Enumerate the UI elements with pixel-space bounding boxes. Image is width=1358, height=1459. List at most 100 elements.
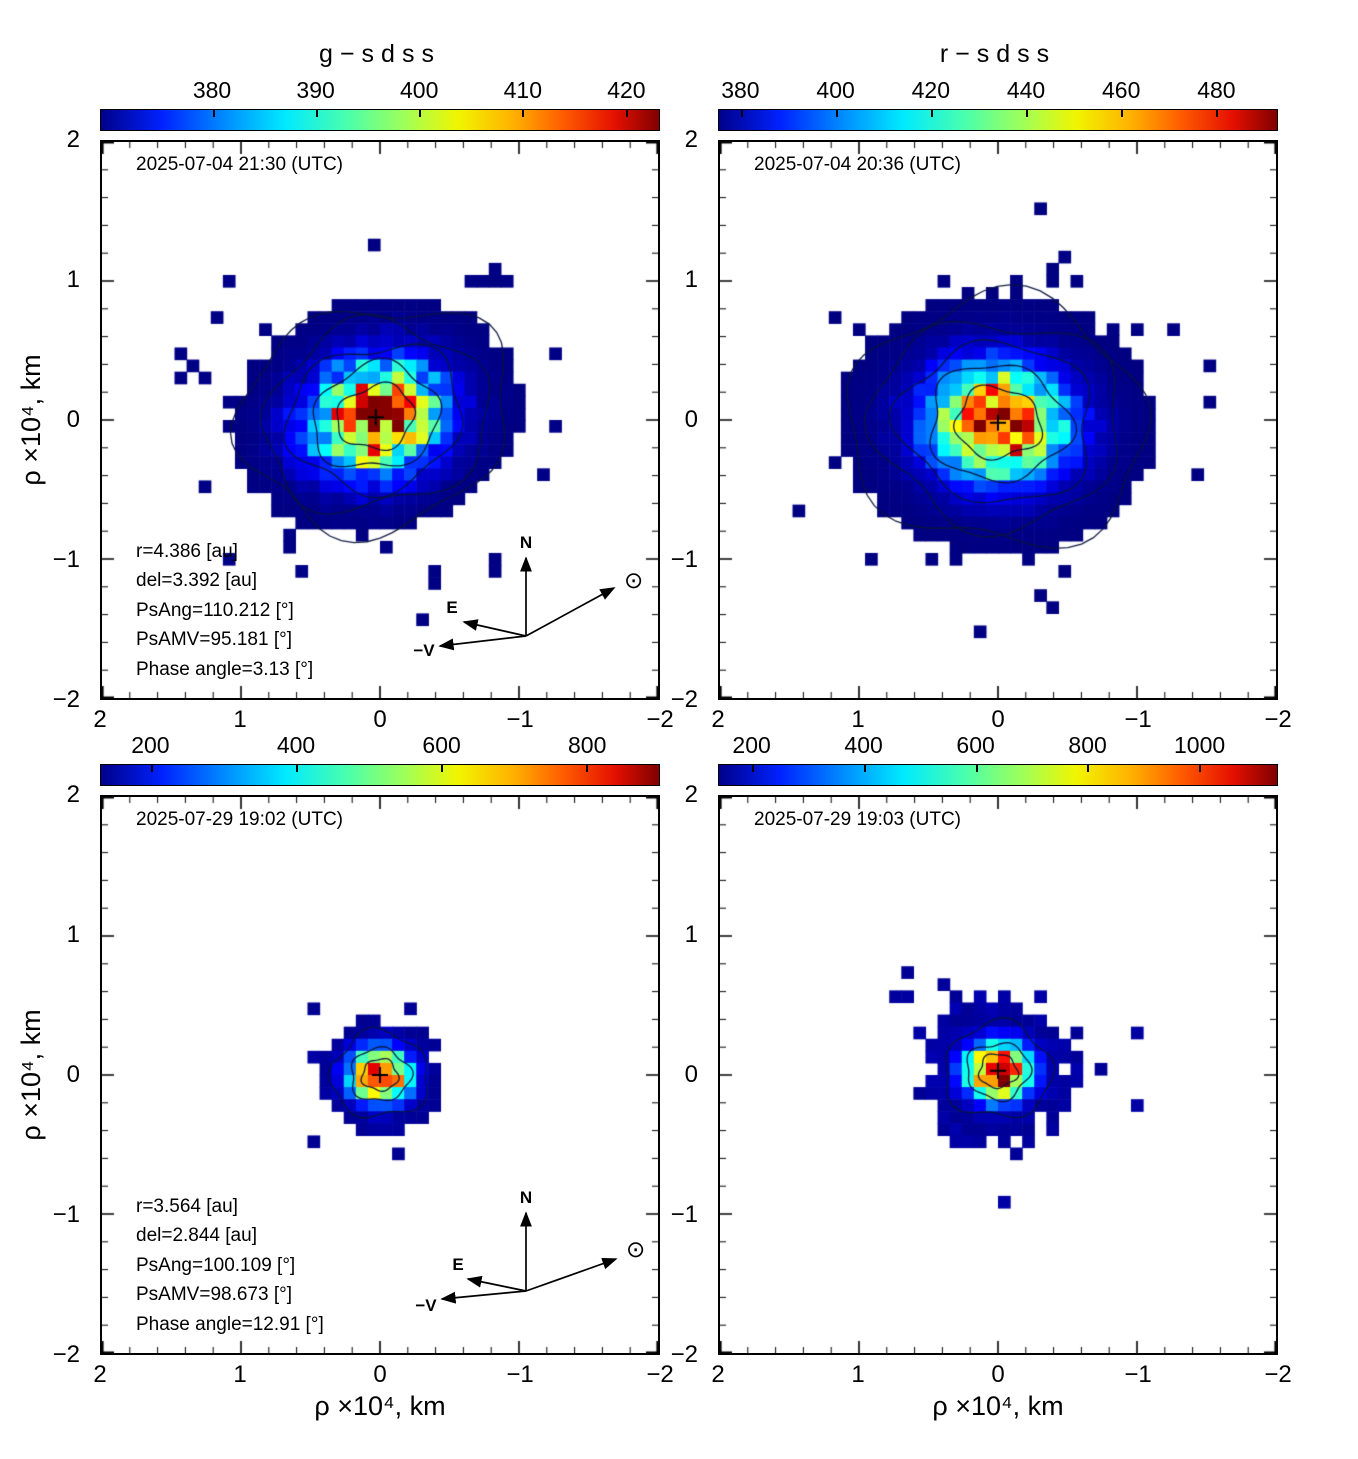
- neg-velocity-label: −V: [415, 1296, 437, 1315]
- colorbar-tick-mark: [586, 765, 589, 772]
- north-label: N: [520, 533, 532, 552]
- colorbar-tick-mark: [836, 110, 839, 117]
- info-line: Phase angle=3.13 [°]: [136, 658, 314, 680]
- colorbar-tick-label: 400: [400, 77, 439, 103]
- y-tick-label: 1: [66, 921, 80, 948]
- observation-date: 2025-07-29 19:03 (UTC): [754, 809, 961, 830]
- x-tick-label: −1: [506, 1361, 534, 1388]
- orientation-compass: N ⊙ E −V: [415, 1188, 645, 1315]
- neg-velocity-arrow: [440, 1290, 527, 1304]
- colorbar-tick-mark: [296, 765, 299, 772]
- heatmap-canvas: [720, 797, 1276, 1353]
- y-tick-label: −2: [52, 686, 80, 713]
- colorbar-gradient: [100, 109, 660, 131]
- east-label: E: [446, 598, 457, 617]
- x-tick-label: 1: [233, 706, 247, 733]
- colorbar-tick-label: 600: [956, 732, 995, 758]
- orientation-compass: N ⊙ E −V: [413, 533, 643, 660]
- colorbar-tick-label: 410: [503, 77, 542, 103]
- heatmap-canvas: [720, 142, 1276, 698]
- x-tick-label: 0: [373, 706, 387, 733]
- x-tick-label: −1: [506, 706, 534, 733]
- x-tick-label: 2: [711, 1361, 725, 1388]
- colorbar-tick-label: 600: [422, 732, 461, 758]
- x-tick-label: −1: [1124, 1361, 1152, 1388]
- y-tick-label: 1: [684, 266, 698, 293]
- x-tick-label: −2: [1264, 706, 1292, 733]
- observation-date: 2025-07-29 19:02 (UTC): [136, 809, 343, 830]
- neg-velocity-arrow: [438, 635, 527, 651]
- colorbar-tick-label: 800: [1068, 732, 1107, 758]
- panel-r-sdss-july29: 200 400 600 800 1000 2025-07-29 19:03 (UTC) …: [671, 732, 1292, 1421]
- y-tick-label: 0: [66, 1061, 80, 1088]
- x-tick-labels: 2 1 0 −1 −2: [93, 1361, 673, 1389]
- info-line: PsAng=100.109 [°]: [136, 1254, 296, 1276]
- y-tick-label: 0: [684, 406, 698, 433]
- info-line: del=2.844 [au]: [136, 1225, 257, 1247]
- colorbar-tick-label: 420: [607, 77, 646, 103]
- y-tick-label: −2: [52, 1341, 80, 1368]
- y-tick-label: 0: [66, 406, 80, 433]
- sun-icon: ⊙: [624, 567, 643, 593]
- colorbar-tick-labels: 200 400 600 800 1000: [718, 732, 1278, 760]
- colorbar-tick-mark: [1215, 110, 1218, 117]
- x-tick-label: 0: [991, 1361, 1005, 1388]
- colorbar-tick-labels: 200 400 600 800: [100, 732, 660, 760]
- colorbar-tick-mark: [1120, 110, 1123, 117]
- x-tick-label: 2: [93, 1361, 107, 1388]
- info-line: r=4.386 [au]: [136, 540, 238, 562]
- info-line: del=3.392 [au]: [136, 570, 257, 592]
- y-tick-label: −2: [670, 1341, 698, 1368]
- colorbar-tick-mark: [315, 110, 318, 117]
- y-tick-label: 2: [66, 126, 80, 153]
- x-tick-labels: 2 1 0 −1 −2: [711, 706, 1291, 734]
- colorbar-tick-mark: [752, 765, 755, 772]
- colorbar-tick-mark: [625, 110, 628, 117]
- colorbar-gradient: [718, 764, 1278, 786]
- plot-area: [718, 795, 1278, 1355]
- y-tick-label: −1: [52, 1201, 80, 1228]
- sun-arrow: [525, 587, 616, 637]
- heatmap-canvas: [102, 797, 658, 1353]
- colorbar-tick-mark: [522, 110, 525, 117]
- x-tick-label: 1: [233, 1361, 247, 1388]
- y-tick-label: −2: [670, 686, 698, 713]
- plot-area: [718, 140, 1278, 700]
- colorbar-tick-label: 400: [276, 732, 316, 758]
- colorbar-tick-mark: [212, 110, 215, 117]
- x-tick-label: 2: [711, 706, 725, 733]
- y-tick-label: 2: [66, 781, 80, 808]
- sun-icon: ⊙: [626, 1236, 645, 1262]
- info-line: PsAMV=95.181 [°]: [136, 629, 292, 651]
- plot-area: [100, 140, 660, 700]
- geometry-info: r=4.386 [au] del=3.392 [au] PsAng=110.21…: [136, 537, 313, 684]
- colorbar-tick-labels: 380 400 420 440 460 480: [718, 77, 1278, 105]
- colorbar-tick-label: 1000: [1174, 732, 1226, 758]
- y-tick-label: 1: [66, 266, 80, 293]
- colorbar-tick-mark: [1198, 765, 1201, 772]
- x-tick-label: −2: [1264, 1361, 1292, 1388]
- y-tick-labels: 2 1 0 −1 −2: [654, 126, 708, 713]
- colorbar-tick-mark: [864, 765, 867, 772]
- y-tick-label: 2: [684, 126, 698, 153]
- neg-velocity-label: −V: [413, 641, 435, 660]
- plot-area: [100, 795, 660, 1355]
- colorbar-tick-label: 440: [1006, 77, 1046, 103]
- colorbar-tick-label: 400: [844, 732, 883, 758]
- heatmap-canvas: [102, 142, 658, 698]
- y-tick-labels: 2 1 0 −1 −2: [36, 126, 90, 713]
- colorbar-tick-mark: [419, 110, 422, 117]
- colorbar-tick-labels: 380 390 400 410 420: [100, 77, 660, 105]
- y-tick-labels: 2 1 0 −1 −2: [654, 781, 708, 1368]
- x-tick-label: 2: [93, 706, 107, 733]
- y-tick-label: −1: [670, 546, 698, 573]
- colorbar-tick-mark: [441, 765, 444, 772]
- panel-g-sdss-july29: 200 400 600 800 2025-07-29 19:02 (UTC) r=3.…: [16, 732, 674, 1421]
- colorbar-title: r−sdss: [939, 40, 1057, 68]
- x-tick-label: 1: [851, 1361, 865, 1388]
- y-tick-label: 0: [684, 1061, 698, 1088]
- colorbar-tick-label: 380: [721, 77, 760, 103]
- colorbar-gradient: [100, 764, 660, 786]
- x-tick-label: 1: [851, 706, 865, 733]
